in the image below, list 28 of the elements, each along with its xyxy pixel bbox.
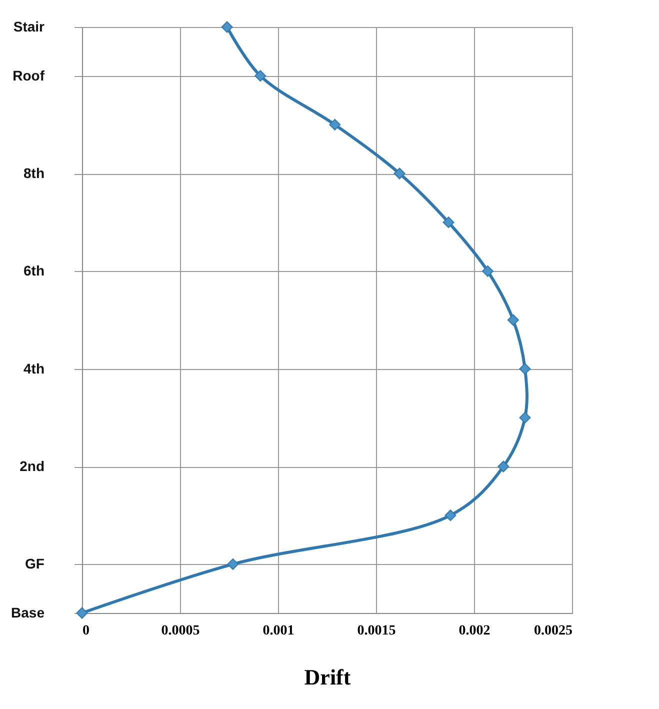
point	[442, 216, 454, 228]
y-tick-label: Roof	[12, 67, 45, 84]
y-tick-label: 4th	[24, 360, 44, 376]
x-axis-title: Drift	[304, 664, 352, 690]
y-tick-label: 8th	[24, 165, 44, 181]
x-tick-label: 0.0025	[534, 624, 572, 638]
point	[507, 314, 519, 326]
point	[498, 460, 510, 472]
point	[519, 363, 531, 375]
y-tick-label: Stair	[13, 18, 46, 34]
x-tick-label: 0.002	[458, 624, 490, 638]
x-tick-label: 0	[82, 624, 90, 638]
y-tick-label: GF	[25, 556, 45, 572]
point	[444, 510, 456, 522]
x-tick-label: 0.001	[262, 624, 294, 638]
x-tick-label: 0.0005	[161, 624, 200, 638]
point	[254, 70, 266, 82]
y-tick-label: 2nd	[20, 458, 44, 474]
x-tick-label: 0.0015	[357, 624, 396, 638]
point	[329, 118, 341, 130]
point	[482, 265, 494, 277]
point	[76, 607, 88, 619]
point	[227, 558, 239, 570]
y-tick-label: Base	[11, 604, 45, 620]
point	[394, 168, 406, 180]
y-tick-label: 6th	[24, 262, 44, 279]
point	[519, 412, 531, 424]
point	[221, 21, 233, 33]
